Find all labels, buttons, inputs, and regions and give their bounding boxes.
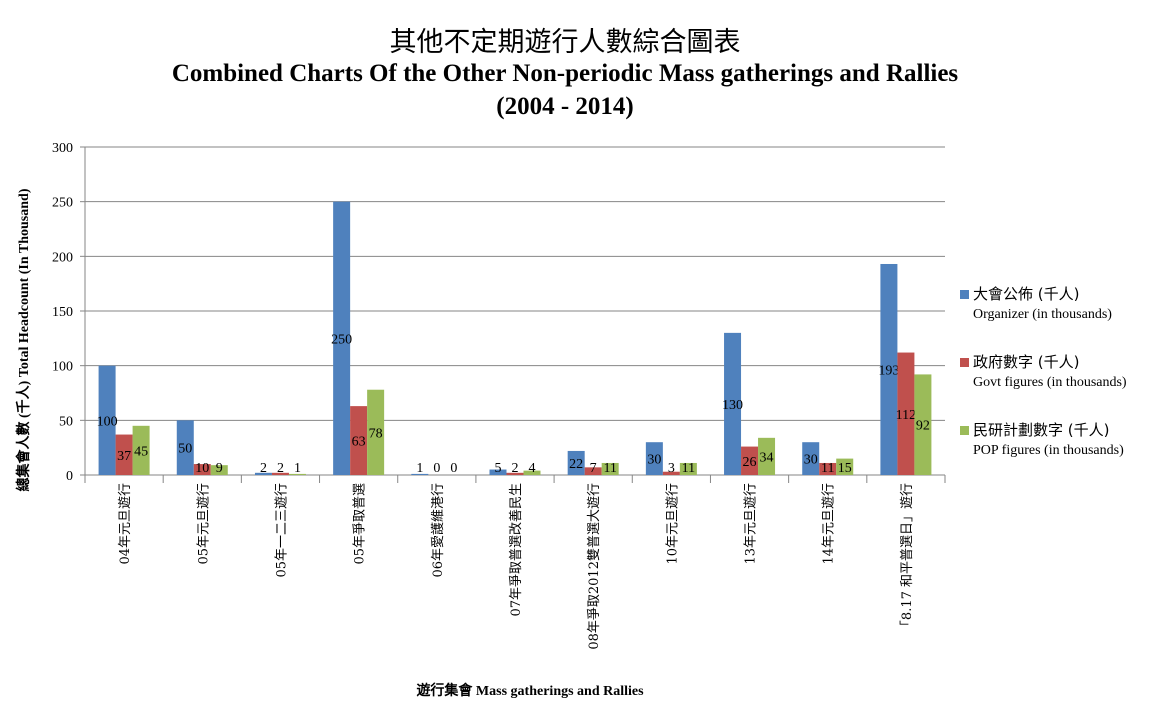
legend-label-organizer-en: Organizer (in thousands) xyxy=(973,307,1112,322)
legend-label-govt: 政府數字 (千人) xyxy=(973,353,1080,371)
bar-organizer xyxy=(176,420,194,475)
bar-organizer xyxy=(567,450,585,475)
y-tick-label: 200 xyxy=(52,250,73,265)
legend-swatch-govt xyxy=(960,358,969,367)
x-tick-label: 13年元旦遊行 xyxy=(744,483,759,565)
bar-organizer xyxy=(411,473,429,475)
bar-govt xyxy=(115,434,133,475)
y-tick-label: 300 xyxy=(52,141,73,156)
legend-label-pop: 民研計劃數字 (千人) xyxy=(973,421,1110,439)
bar-organizer xyxy=(645,442,663,475)
x-tick-label: 14年元旦遊行 xyxy=(822,483,837,565)
data-label: 92 xyxy=(916,419,930,434)
legend-label-govt-en: Govt figures (in thousands) xyxy=(973,375,1127,390)
x-tick-label: 07年爭取普選改善民生 xyxy=(508,483,524,617)
legend-swatch-organizer xyxy=(960,290,969,299)
legend-label-organizer: 大會公佈 (千人) xyxy=(973,285,1080,303)
data-label: 30 xyxy=(804,453,818,468)
bar-organizer xyxy=(489,469,507,475)
bar-govt xyxy=(741,446,759,475)
bar-pop xyxy=(132,425,150,475)
bar-organizer xyxy=(880,263,898,475)
data-label: 37 xyxy=(117,449,131,464)
data-label: 4 xyxy=(529,461,536,476)
x-tick-label: 05年元旦遊行 xyxy=(196,483,211,565)
legend-label-pop-en: POP figures (in thousands) xyxy=(973,443,1124,458)
data-label: 193 xyxy=(878,363,899,378)
data-label: 0 xyxy=(450,461,457,476)
data-label: 9 xyxy=(216,461,223,476)
bar-organizer xyxy=(724,332,742,475)
data-label: 30 xyxy=(647,453,661,468)
bar-pop xyxy=(679,462,697,475)
data-label: 0 xyxy=(433,461,440,476)
bar-pop xyxy=(288,473,306,475)
chart-period: (2004 - 2014) xyxy=(496,93,634,120)
data-label: 63 xyxy=(352,435,366,450)
bar-govt xyxy=(350,406,368,475)
bar-govt xyxy=(662,471,680,475)
bar-organizer xyxy=(333,201,351,475)
legend-swatch-pop xyxy=(960,426,969,435)
y-tick-label: 100 xyxy=(52,360,73,375)
data-label: 250 xyxy=(331,332,352,347)
y-axis-label: 總集會人數 (千人) Total Headcount (In Thousand) xyxy=(17,188,32,492)
data-label: 45 xyxy=(134,444,148,459)
bar-pop xyxy=(367,389,385,475)
data-label: 10 xyxy=(195,461,209,476)
data-label: 100 xyxy=(97,414,118,429)
data-label: 112 xyxy=(896,408,916,423)
bar-pop xyxy=(836,458,854,475)
data-label: 1 xyxy=(294,461,301,476)
bar-organizer xyxy=(802,442,820,475)
data-label: 11 xyxy=(603,461,616,476)
x-tick-label: 08年爭取2012雙普選大遊行 xyxy=(587,483,602,650)
x-tick-label: 05年爭取普選 xyxy=(353,483,368,565)
data-label: 78 xyxy=(369,426,383,441)
data-label: 26 xyxy=(743,455,757,470)
bar-govt xyxy=(819,462,837,475)
y-tick-label: 50 xyxy=(59,414,73,429)
y-tick-label: 150 xyxy=(52,305,73,320)
bar-govt xyxy=(193,464,211,475)
data-label: 1 xyxy=(416,461,423,476)
chart-subtitle: Combined Charts Of the Other Non-periodi… xyxy=(171,60,959,87)
bar-pop xyxy=(601,462,619,475)
bar-organizer xyxy=(98,365,116,475)
y-tick-label: 250 xyxy=(52,196,73,211)
data-label: 15 xyxy=(838,461,852,476)
x-tick-label: 05年一二三遊行 xyxy=(274,483,289,578)
x-tick-label: 「8.17 和平普選日」遊行 xyxy=(900,483,915,633)
data-label: 5 xyxy=(495,461,502,476)
data-label: 34 xyxy=(760,450,774,465)
data-label: 7 xyxy=(590,461,597,476)
bar-govt xyxy=(584,467,602,475)
x-axis-label: 遊行集會 Mass gatherings and Rallies xyxy=(416,684,644,699)
data-label: 2 xyxy=(512,461,519,476)
data-label: 22 xyxy=(569,457,583,472)
bar-pop xyxy=(210,465,228,475)
data-label: 2 xyxy=(260,461,267,476)
bar-organizer xyxy=(254,472,272,475)
data-label: 3 xyxy=(668,461,675,476)
data-label: 130 xyxy=(722,398,743,413)
bar-pop xyxy=(523,470,541,475)
bar-pop xyxy=(758,437,776,475)
y-tick-label: 0 xyxy=(66,469,73,484)
data-label: 50 xyxy=(178,442,192,457)
bar-govt xyxy=(506,472,524,475)
bar-pop xyxy=(914,374,932,475)
data-label: 11 xyxy=(682,461,695,476)
chart-title: 其他不定期遊行人數綜合圖表 xyxy=(389,27,741,58)
bar-govt xyxy=(897,352,915,475)
x-tick-label: 06年愛護維港行 xyxy=(430,483,446,578)
bar-govt xyxy=(271,472,289,475)
data-label: 2 xyxy=(277,461,284,476)
x-tick-label: 04年元旦遊行 xyxy=(118,483,133,565)
data-label: 11 xyxy=(821,461,834,476)
x-tick-label: 10年元旦遊行 xyxy=(665,483,680,565)
